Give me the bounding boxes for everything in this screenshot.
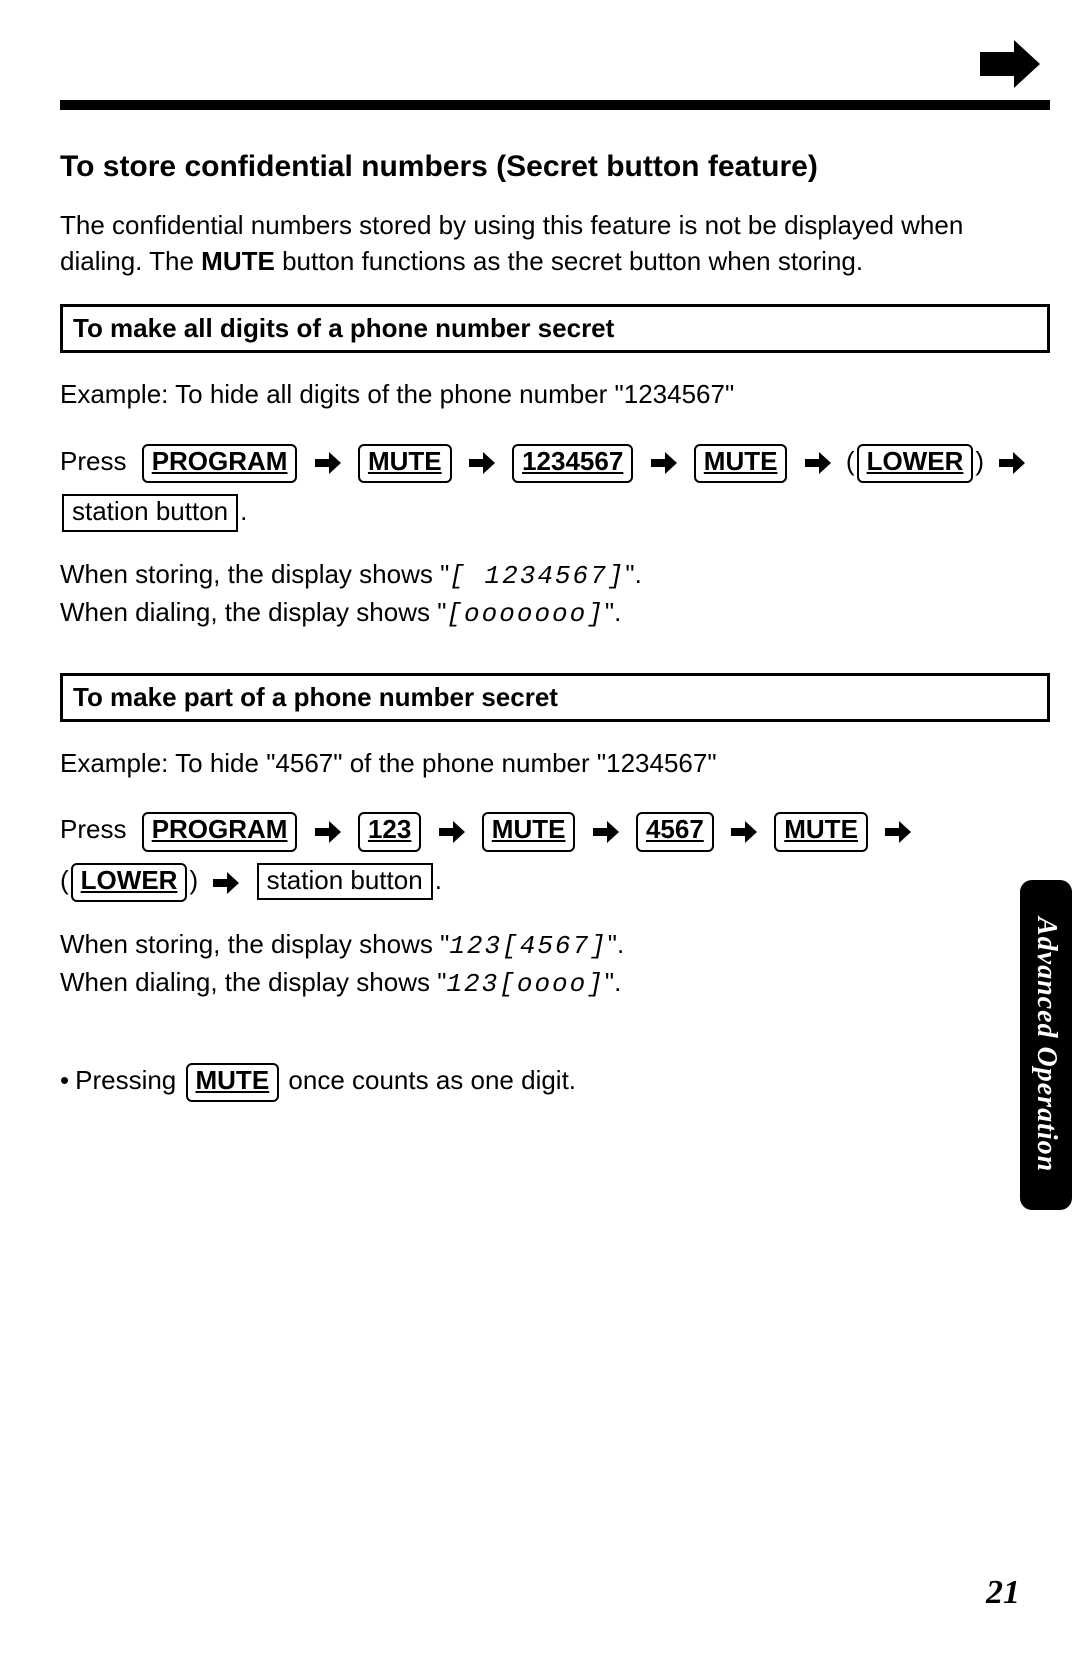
mute-button[interactable]: MUTE: [482, 812, 576, 851]
intro-mute-word: MUTE: [201, 246, 275, 276]
station-button[interactable]: station button: [62, 494, 238, 531]
disp2b-pre: When dialing, the display shows ": [60, 967, 446, 997]
press-label: Press: [60, 814, 134, 844]
disp1b-seg: [ooooooo]: [446, 599, 604, 629]
digits-1234567-button[interactable]: 1234567: [512, 444, 633, 483]
arrow-icon: [315, 807, 341, 856]
section-tab-label: Advanced Operation: [1030, 917, 1062, 1172]
disp2a-pre: When storing, the display shows ": [60, 929, 449, 959]
lower-button[interactable]: LOWER: [71, 863, 188, 902]
display-2-storing: When storing, the display shows "123[456…: [60, 927, 1050, 1003]
program-button[interactable]: PROGRAM: [142, 444, 298, 483]
program-button[interactable]: PROGRAM: [142, 812, 298, 851]
mute-button[interactable]: MUTE: [774, 812, 868, 851]
arrow-icon: [439, 807, 465, 856]
arrow-icon: [651, 438, 677, 487]
mute-button[interactable]: MUTE: [358, 444, 452, 483]
arrow-icon: [805, 438, 831, 487]
disp1b-pre: When dialing, the display shows ": [60, 597, 446, 627]
note-post: once counts as one digit.: [281, 1065, 576, 1095]
disp1a-seg: [ 1234567]: [449, 561, 625, 591]
disp2b-post: ".: [605, 967, 621, 997]
press-label: Press: [60, 446, 134, 476]
disp1a-post: ".: [625, 559, 641, 589]
subhead-all-digits: To make all digits of a phone number sec…: [60, 304, 1050, 353]
intro-text-post: button functions as the secret button wh…: [275, 246, 863, 276]
section-rule: [60, 100, 1050, 110]
example-1: Example: To hide all digits of the phone…: [60, 377, 1050, 413]
digits-123-button[interactable]: 123: [358, 812, 421, 851]
sequence-2: Press PROGRAM 123 MUTE 4567 MUTE (LOWER)…: [60, 805, 1050, 907]
example-2: Example: To hide "4567" of the phone num…: [60, 746, 1050, 782]
digits-4567-button[interactable]: 4567: [636, 812, 714, 851]
page-number: 21: [986, 1574, 1020, 1612]
disp2a-seg: 123[4567]: [449, 931, 607, 961]
arrow-icon: [213, 858, 239, 907]
disp1a-pre: When storing, the display shows ": [60, 559, 449, 589]
section-heading: To store confidential numbers (Secret bu…: [60, 150, 1050, 184]
intro-paragraph: The confidential numbers stored by using…: [60, 208, 1050, 280]
mute-button[interactable]: MUTE: [186, 1063, 280, 1102]
seq-tail: .: [240, 496, 247, 526]
arrow-icon: [885, 807, 911, 856]
subhead-part-digits: To make part of a phone number secret: [60, 673, 1050, 722]
mute-button[interactable]: MUTE: [694, 444, 788, 483]
arrow-icon: [593, 807, 619, 856]
note-pre: Pressing: [75, 1065, 183, 1095]
arrow-icon: [469, 438, 495, 487]
sequence-1: Press PROGRAM MUTE 1234567 MUTE (LOWER) …: [60, 437, 1050, 537]
section-tab-advanced-operation: Advanced Operation: [1020, 880, 1072, 1210]
bullet-icon: •: [60, 1065, 69, 1095]
arrow-icon: [315, 438, 341, 487]
seq-tail: .: [435, 865, 442, 895]
disp2a-post: ".: [608, 929, 624, 959]
display-1-storing: When storing, the display shows "[ 12345…: [60, 557, 1050, 633]
disp2b-seg: 123[oooo]: [446, 969, 604, 999]
arrow-icon: [731, 807, 757, 856]
lower-button[interactable]: LOWER: [857, 444, 974, 483]
page-content: To store confidential numbers (Secret bu…: [60, 40, 1050, 1622]
arrow-icon: [999, 438, 1025, 487]
disp1b-post: ".: [605, 597, 621, 627]
station-button[interactable]: station button: [257, 863, 433, 900]
footnote: •Pressing MUTE once counts as one digit.: [60, 1063, 1050, 1102]
